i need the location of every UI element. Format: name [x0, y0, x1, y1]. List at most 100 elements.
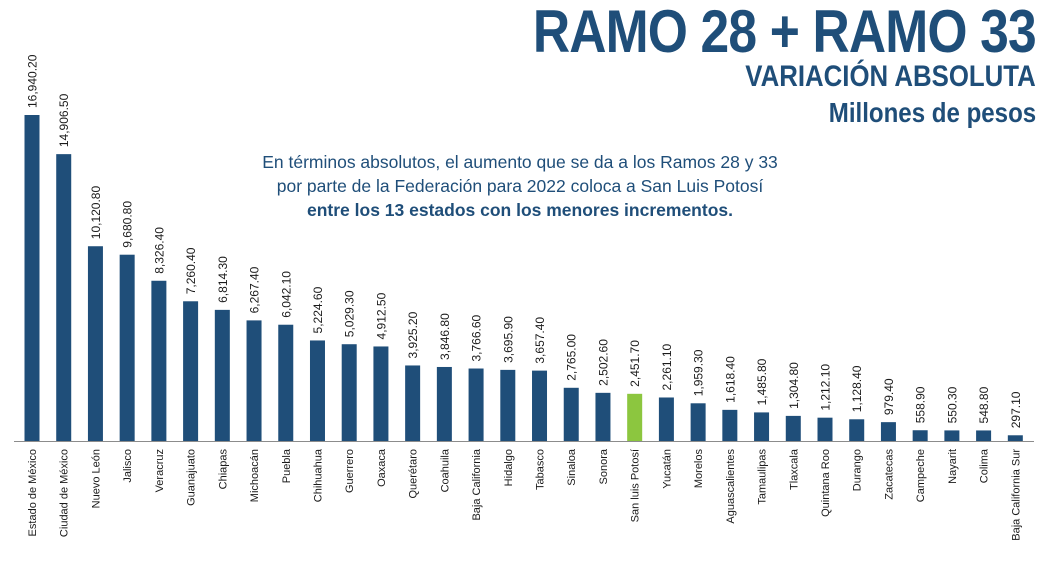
data-label: 1,485.80: [755, 358, 769, 405]
data-label: 3,766.60: [470, 314, 484, 361]
data-label: 550.30: [945, 386, 959, 423]
bar: [627, 393, 643, 441]
bar: [563, 387, 579, 441]
data-label: 9,680.80: [121, 201, 135, 248]
category-label: Hidalgo: [503, 449, 515, 486]
bar: [56, 154, 72, 442]
data-label: 1,128.40: [850, 365, 864, 412]
category-label: Guanajuato: [186, 449, 198, 506]
data-label: 2,765.00: [565, 334, 579, 381]
category-label: Chiapas: [217, 449, 229, 490]
data-label: 1,618.40: [723, 356, 737, 403]
category-label: Morelos: [693, 449, 705, 489]
bar: [436, 366, 452, 441]
data-label: 548.80: [977, 386, 991, 423]
data-label: 979.40: [882, 378, 896, 415]
bar: [658, 397, 674, 441]
data-label: 16,940.20: [26, 54, 40, 108]
bar: [817, 417, 833, 441]
bar: [944, 430, 960, 441]
chart-units: Millones de pesos: [828, 97, 1036, 128]
category-label: Quintana Roo: [820, 449, 832, 517]
category-label: Durango: [852, 449, 864, 491]
data-label: 7,260.40: [184, 247, 198, 294]
category-label: Baja California: [471, 448, 483, 520]
category-label: Ciudad de México: [59, 449, 71, 537]
category-label: Veracruz: [154, 449, 166, 492]
data-label: 5,029.30: [343, 290, 357, 337]
category-label: Jalisco: [122, 449, 134, 483]
data-label: 6,267.40: [248, 266, 262, 313]
bar: [151, 280, 167, 441]
data-label: 1,959.30: [692, 349, 706, 396]
annotation-note: En términos absolutos, el aumento que se…: [250, 150, 790, 222]
bar: [405, 365, 421, 441]
data-label: 1,304.80: [787, 362, 801, 409]
data-label: 3,695.90: [501, 316, 515, 363]
data-label: 558.90: [914, 386, 928, 423]
bar: [183, 301, 199, 441]
bar: [849, 419, 865, 441]
data-label: 6,042.10: [279, 271, 293, 318]
bar: [341, 344, 357, 441]
category-label: Tlaxcala: [788, 448, 800, 490]
bar: [785, 415, 801, 441]
category-label: Querétaro: [408, 449, 420, 499]
data-label: 6,814.30: [216, 256, 230, 303]
data-label: 8,326.40: [152, 227, 166, 274]
data-label: 2,451.70: [628, 340, 642, 387]
category-label: Nuevo León: [90, 449, 102, 508]
bar: [87, 246, 103, 441]
bar: [373, 346, 389, 441]
category-label: Estado de México: [27, 449, 39, 536]
data-label: 5,224.60: [311, 286, 325, 333]
category-label: Aguascalientes: [725, 449, 737, 524]
bar: [500, 369, 516, 441]
data-label: 4,912.50: [374, 292, 388, 339]
category-label: Colima: [979, 448, 991, 483]
value-labels-group: 16,940.20 14,906.50 10,120.80 9,680.80 8,326…: [26, 54, 1023, 428]
bar: [119, 254, 135, 441]
category-label: Chihuahua: [312, 448, 324, 502]
category-label: Campeche: [915, 449, 927, 502]
category-label: Tamaulipas: [757, 449, 769, 505]
bar: [976, 430, 992, 441]
category-label: Nayarit: [947, 449, 959, 484]
category-label: Sonora: [598, 448, 610, 484]
bar: [595, 392, 611, 441]
category-label: Yucatán: [661, 449, 673, 489]
category-label: Puebla: [281, 448, 293, 483]
bar: [690, 403, 706, 441]
category-label: Tabasco: [535, 449, 547, 490]
bars-group: [24, 115, 1023, 442]
data-label: 2,261.10: [660, 343, 674, 390]
bar: [246, 320, 262, 441]
bar: [309, 340, 325, 441]
data-label: 297.10: [1009, 391, 1023, 428]
category-label: Zacatecas: [883, 449, 895, 500]
data-label: 1,212.10: [819, 364, 833, 411]
category-label: Baja California Sur: [1010, 449, 1022, 541]
data-label: 10,120.80: [89, 186, 103, 240]
category-label: Oaxaca: [376, 448, 388, 487]
bar: [278, 324, 294, 441]
category-label: Michoacán: [249, 449, 261, 502]
category-label: Guerrero: [344, 449, 356, 493]
bar: [754, 412, 770, 441]
bar: [468, 368, 484, 441]
note-line-2: por parte de la Federación para 2022 col…: [276, 176, 764, 196]
data-label: 2,502.60: [596, 339, 610, 386]
category-label: Coahuila: [439, 448, 451, 492]
bar: [24, 115, 40, 441]
note-line-1: En términos absolutos, el aumento que se…: [262, 152, 778, 172]
note-line-3: entre los 13 estados con los menores inc…: [307, 200, 733, 220]
bar: [912, 430, 928, 441]
category-label: San luis Potosí: [630, 449, 642, 522]
data-label: 3,657.40: [533, 317, 547, 364]
bar: [880, 422, 896, 441]
data-label: 3,925.20: [406, 311, 420, 358]
bar: [532, 370, 548, 441]
data-label: 3,846.80: [438, 313, 452, 360]
category-label: Sinaloa: [566, 448, 578, 486]
